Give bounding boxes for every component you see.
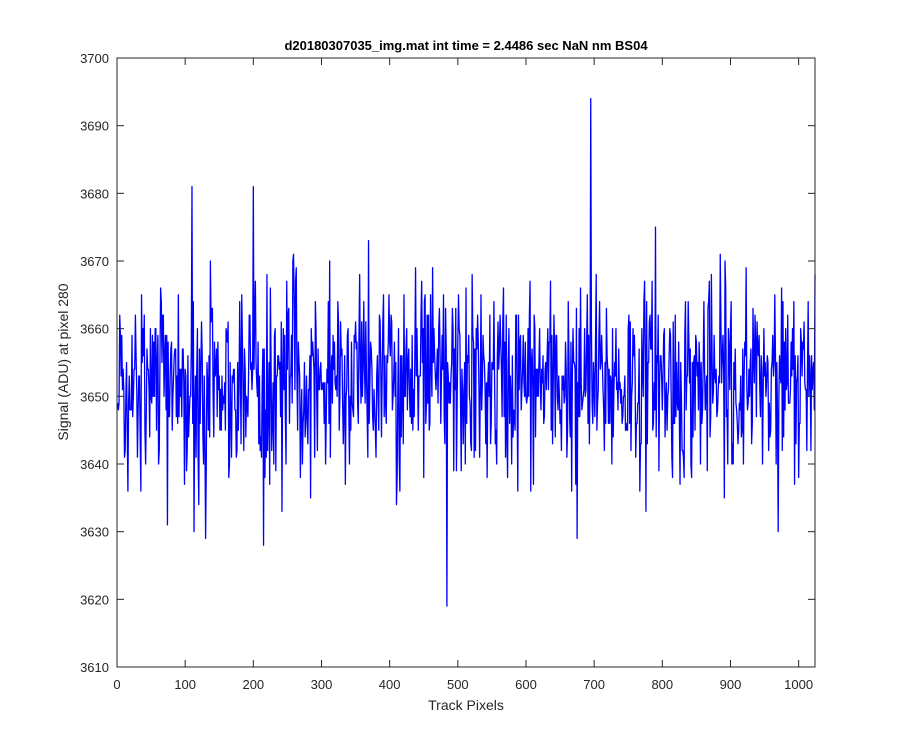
x-axis-label: Track Pixels xyxy=(428,697,504,713)
y-ticks: 3610 3620 3630 3640 3650 3660 3670 3680 3690 3700 xyxy=(80,51,815,675)
y-tick-label: 3650 xyxy=(80,389,109,404)
data-layer xyxy=(117,97,816,607)
x-ticks: 0 100 200 300 400 500 600 700 800 900 1000 xyxy=(113,58,813,692)
y-tick-label: 3640 xyxy=(80,457,109,472)
y-tick-label: 3610 xyxy=(80,660,109,675)
chart-title: d20180307035_img.mat int time = 2.4486 s… xyxy=(284,38,648,53)
x-tick-label: 300 xyxy=(311,677,333,692)
x-tick-label: 200 xyxy=(242,677,264,692)
axes-layer xyxy=(116,57,816,668)
y-tick-label: 3690 xyxy=(80,119,109,134)
x-tick-label: 1000 xyxy=(784,677,813,692)
y-tick-label: 3620 xyxy=(80,592,109,607)
x-tick-label: 700 xyxy=(583,677,605,692)
y-axis-label: Signal (ADU) at pixel 280 xyxy=(55,283,71,440)
signal-line xyxy=(117,97,816,607)
x-tick-label: 900 xyxy=(720,677,742,692)
x-tick-label: 800 xyxy=(651,677,673,692)
x-tick-label: 0 xyxy=(113,677,120,692)
y-tick-label: 3680 xyxy=(80,186,109,201)
y-tick-label: 3660 xyxy=(80,322,109,337)
x-tick-label: 600 xyxy=(515,677,537,692)
y-tick-label: 3630 xyxy=(80,525,109,540)
x-tick-label: 100 xyxy=(174,677,196,692)
y-tick-label: 3670 xyxy=(80,254,109,269)
axes-box xyxy=(116,57,816,668)
x-tick-label: 400 xyxy=(379,677,401,692)
y-tick-label: 3700 xyxy=(80,51,109,66)
x-tick-label: 500 xyxy=(447,677,469,692)
